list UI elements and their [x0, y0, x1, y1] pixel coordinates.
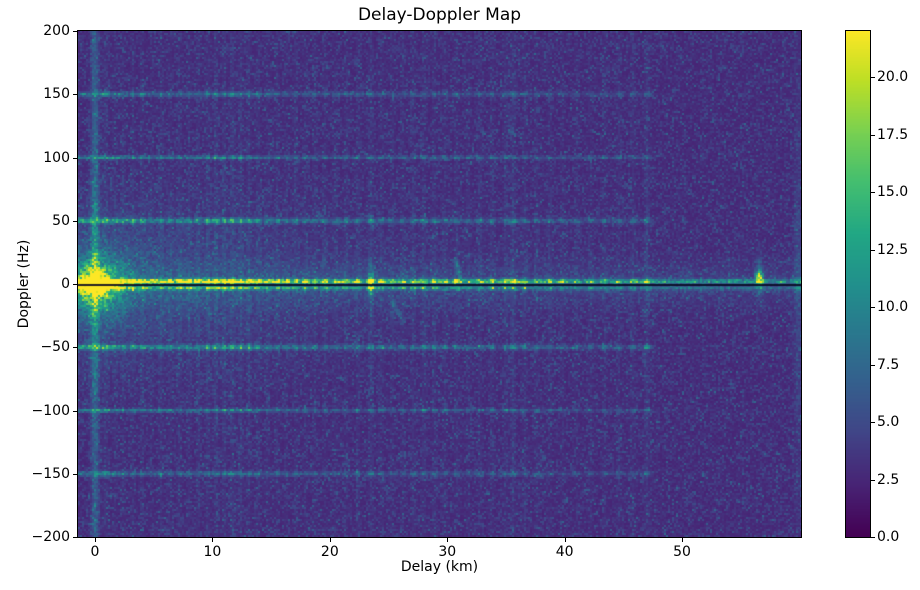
colorbar-tick-mark: [871, 479, 875, 481]
y-tick-mark: [73, 220, 77, 222]
y-tick-label: −200: [31, 529, 70, 545]
y-tick-label: 200: [43, 23, 70, 39]
y-tick-mark: [73, 537, 77, 538]
x-tick-mark: [95, 538, 97, 542]
x-tick-mark: [564, 538, 566, 542]
colorbar-tick-label: 17.5: [877, 126, 909, 143]
x-tick-label: 0: [90, 544, 100, 560]
colorbar: [845, 30, 871, 538]
heatmap-canvas: [78, 31, 801, 537]
colorbar-canvas: [846, 31, 870, 537]
y-tick-mark: [73, 284, 77, 285]
colorbar-tick-mark: [871, 134, 875, 136]
colorbar-tick-label: 0.0: [877, 529, 900, 545]
colorbar-tick-label: 5.0: [877, 414, 900, 430]
colorbar-tick-label: 20.0: [877, 69, 909, 85]
x-tick-mark: [212, 538, 214, 542]
y-tick-label: 100: [43, 149, 70, 166]
colorbar-tick-mark: [871, 249, 875, 251]
colorbar-tick-mark: [871, 77, 875, 78]
y-tick-label: −100: [31, 402, 70, 419]
colorbar-tick-mark: [871, 537, 875, 538]
colorbar-tick-mark: [871, 364, 875, 366]
x-tick-label: 30: [438, 544, 457, 560]
plot-area: [77, 30, 802, 538]
colorbar-tick-label: 15.0: [877, 184, 909, 200]
x-tick-mark: [447, 538, 449, 542]
x-tick-mark: [682, 538, 684, 542]
colorbar-tick-mark: [871, 192, 875, 193]
y-tick-label: 0: [61, 276, 70, 292]
y-tick-mark: [73, 410, 77, 412]
y-tick-label: 150: [43, 86, 70, 103]
y-tick-mark: [73, 473, 77, 475]
y-tick-label: −50: [40, 339, 70, 356]
x-tick-label: 50: [673, 544, 691, 560]
y-tick-label: 50: [52, 212, 70, 229]
x-axis-label: Delay (km): [400, 559, 479, 575]
colorbar-tick-label: 10.0: [877, 299, 909, 315]
chart-title: Delay-Doppler Map: [357, 5, 522, 25]
colorbar-tick-mark: [871, 307, 875, 308]
colorbar-tick-label: 7.5: [877, 356, 900, 373]
x-tick-mark: [329, 538, 331, 542]
x-tick-label: 40: [555, 544, 574, 560]
colorbar-tick-label: 2.5: [877, 471, 900, 488]
y-tick-mark: [73, 31, 77, 32]
x-tick-label: 20: [320, 544, 339, 560]
y-tick-mark: [73, 94, 77, 96]
y-tick-mark: [73, 157, 77, 159]
y-tick-mark: [73, 347, 77, 349]
colorbar-tick-mark: [871, 422, 875, 423]
x-tick-label: 10: [203, 544, 222, 560]
y-tick-label: −150: [31, 465, 70, 482]
colorbar-tick-label: 12.5: [877, 241, 909, 258]
